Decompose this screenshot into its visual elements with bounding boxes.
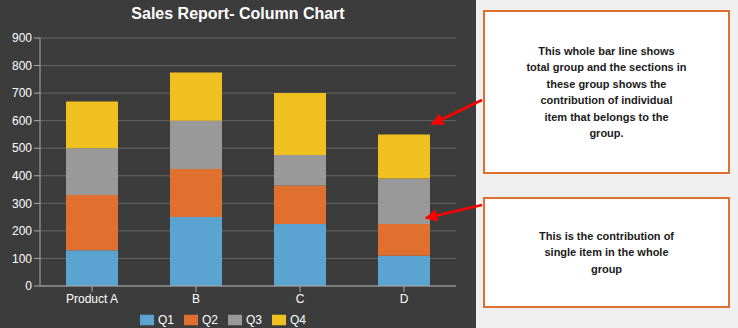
svg-text:800: 800 <box>12 59 32 73</box>
html-text:Q2: Q2 <box>202 313 218 327</box>
svg-text:700: 700 <box>12 86 32 100</box>
html-text:Q3: Q3 <box>246 313 262 327</box>
html-text:This whole bar line shows tota: This whole bar line shows total group an… <box>526 44 687 139</box>
html-text:Sales Report- Column Chart: Sales Report- Column Chart <box>131 5 345 22</box>
svg-text:B: B <box>192 292 200 306</box>
svg-text:400: 400 <box>12 169 32 183</box>
html-text:Q1: Q1 <box>158 313 174 327</box>
svg-text:600: 600 <box>12 114 32 128</box>
svg-text:200: 200 <box>12 224 32 238</box>
svg-text:C: C <box>296 292 305 306</box>
html-text:This is the contribution of si: This is the contribution of single item … <box>539 229 674 275</box>
svg-text:900: 900 <box>12 31 32 45</box>
svg-text:D: D <box>400 292 409 306</box>
svg-text:Product A: Product A <box>66 292 118 306</box>
svg-text:500: 500 <box>12 141 32 155</box>
svg-text:300: 300 <box>12 197 32 211</box>
svg-text:100: 100 <box>12 252 32 266</box>
html-text:Q4: Q4 <box>290 313 306 327</box>
svg-text:0: 0 <box>25 279 32 293</box>
